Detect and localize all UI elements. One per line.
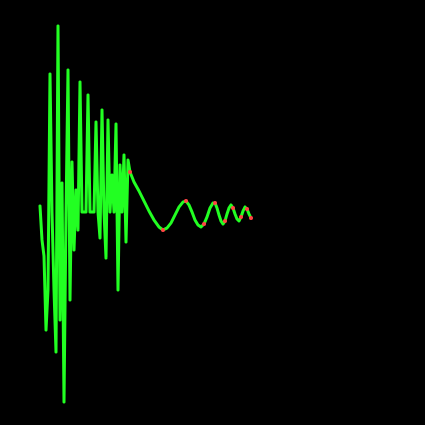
data-point-marker (161, 228, 165, 232)
data-point-marker (202, 222, 206, 226)
data-point-marker (213, 201, 217, 205)
data-point-marker (231, 206, 235, 210)
data-point-marker (128, 170, 132, 174)
data-point-marker (245, 207, 249, 211)
data-point-marker (239, 215, 243, 219)
data-point-marker (184, 199, 188, 203)
series-layer (38, 24, 253, 404)
series-line-0 (38, 24, 253, 404)
data-point-marker (249, 216, 253, 220)
data-point-marker (223, 219, 227, 223)
marker-layer (128, 170, 253, 232)
